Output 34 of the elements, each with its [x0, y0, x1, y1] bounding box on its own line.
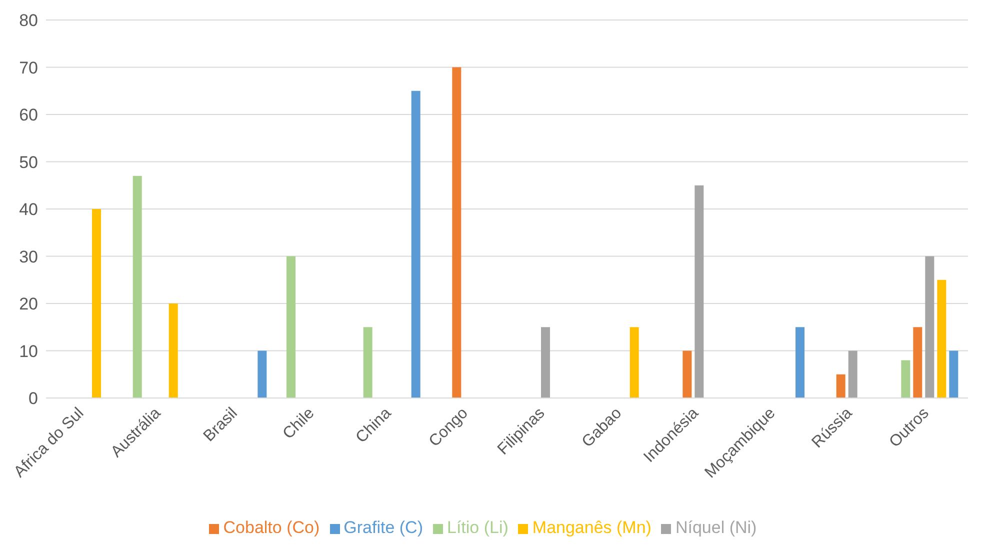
bar [848, 350, 858, 398]
bar [682, 350, 692, 398]
legend-label: Manganês (Mn) [532, 518, 652, 537]
legend-label: Grafite (C) [344, 518, 423, 537]
bar [949, 350, 958, 398]
y-tick-label: 50 [19, 152, 38, 172]
y-tick-label: 70 [19, 58, 38, 78]
y-tick-label: 80 [19, 11, 38, 30]
bar [452, 67, 462, 398]
y-tick-label: 60 [19, 106, 38, 125]
y-tick-label: 10 [19, 342, 38, 361]
bar [92, 209, 101, 398]
bar [541, 327, 550, 398]
bar [411, 90, 420, 398]
bar [258, 350, 267, 398]
bar [937, 280, 946, 398]
bar [630, 327, 639, 398]
bar [694, 185, 704, 398]
bar [286, 256, 296, 398]
y-tick-label: 40 [19, 200, 38, 220]
bar [132, 176, 142, 398]
legend-label: Níquel (Ni) [675, 518, 757, 537]
bar [836, 374, 846, 398]
bar [901, 360, 910, 398]
y-tick-label: 20 [19, 294, 38, 314]
y-tick-label: 0 [28, 389, 38, 408]
bar [796, 327, 804, 398]
bar [925, 256, 934, 398]
bar [913, 327, 922, 398]
legend-label: Cobalto (Co) [223, 518, 320, 537]
legend-label: Lítio (Li) [446, 518, 508, 537]
bar [168, 304, 178, 398]
bar [363, 327, 372, 398]
y-tick-label: 30 [19, 247, 38, 266]
